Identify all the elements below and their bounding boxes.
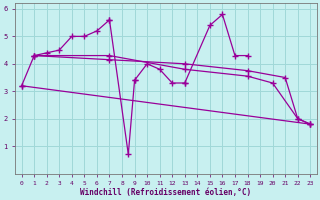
X-axis label: Windchill (Refroidissement éolien,°C): Windchill (Refroidissement éolien,°C): [80, 188, 252, 197]
